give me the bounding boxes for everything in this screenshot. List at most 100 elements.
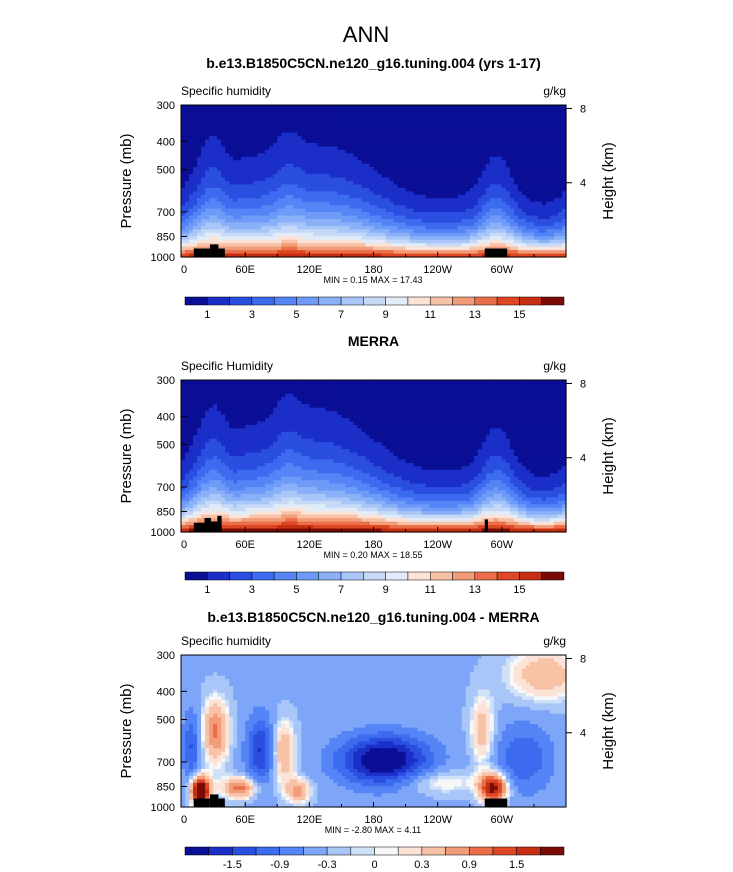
field-cell xyxy=(525,390,531,395)
field-cell xyxy=(377,181,383,186)
field-cell xyxy=(317,198,322,203)
field-cell xyxy=(553,170,559,175)
field-cell xyxy=(357,136,363,141)
field-cell xyxy=(329,390,334,395)
field-cell xyxy=(305,225,310,230)
field-cell xyxy=(369,153,375,158)
field-cell xyxy=(393,222,399,227)
field-cell xyxy=(321,246,326,251)
field-cell xyxy=(249,163,254,168)
field-cell xyxy=(201,105,206,110)
field-cell xyxy=(397,118,403,123)
field-cell xyxy=(341,132,347,137)
field-cell xyxy=(545,139,551,144)
field-cell xyxy=(321,184,326,189)
field-cell xyxy=(305,129,310,134)
field-cell xyxy=(185,393,190,398)
field-cell xyxy=(445,146,451,151)
field-cell xyxy=(445,250,451,255)
field-cell xyxy=(397,390,403,395)
field-cell xyxy=(393,236,399,241)
field-cell xyxy=(241,187,246,192)
field-cell xyxy=(269,404,274,409)
field-cell xyxy=(397,132,403,137)
field-cell xyxy=(429,156,435,161)
field-cell xyxy=(397,393,403,398)
field-cell xyxy=(313,129,318,134)
field-cell xyxy=(337,246,343,251)
field-cell xyxy=(369,108,375,113)
field-cell xyxy=(233,229,238,234)
field-cell xyxy=(289,143,294,148)
field-cell xyxy=(429,153,435,158)
field-cell xyxy=(433,122,439,127)
field-cell xyxy=(377,236,383,241)
field-cell xyxy=(357,146,363,151)
field-cell xyxy=(293,390,298,395)
field-cell xyxy=(225,149,230,154)
field-cell xyxy=(381,232,387,237)
field-cell xyxy=(433,386,439,391)
field-cell xyxy=(345,156,351,161)
field-cell xyxy=(413,383,419,388)
field-cell xyxy=(305,187,310,192)
field-cell xyxy=(369,184,375,189)
field-cell xyxy=(313,146,318,151)
field-cell xyxy=(529,139,535,144)
field-cell xyxy=(289,215,294,220)
field-cell xyxy=(289,156,294,161)
field-cell xyxy=(277,146,282,151)
field-cell xyxy=(509,139,515,144)
field-cell xyxy=(229,115,234,120)
field-cell xyxy=(421,174,427,179)
field-cell xyxy=(369,139,375,144)
field-cell xyxy=(361,160,367,165)
field-cell xyxy=(413,232,419,237)
field-cell xyxy=(269,118,274,123)
field-cell xyxy=(257,222,262,227)
field-cell xyxy=(421,198,427,203)
field-cell xyxy=(409,236,415,241)
field-cell xyxy=(249,181,254,186)
field-cell xyxy=(277,400,282,405)
field-cell xyxy=(285,386,290,391)
field-cell xyxy=(557,139,563,144)
field-cell xyxy=(497,118,503,123)
field-cell xyxy=(369,122,375,127)
field-cell xyxy=(537,181,543,186)
field-cell xyxy=(405,386,411,391)
field-cell xyxy=(489,229,495,234)
field-cell xyxy=(305,160,310,165)
field-cell xyxy=(521,184,527,189)
field-cell xyxy=(309,194,314,199)
field-cell xyxy=(405,246,411,251)
field-cell xyxy=(365,219,371,224)
colorbar-swatch xyxy=(474,296,498,306)
field-cell xyxy=(405,181,411,186)
field-cell xyxy=(209,397,214,402)
field-cell xyxy=(357,118,363,123)
field-cell xyxy=(381,156,387,161)
field-cell xyxy=(489,219,495,224)
field-cell xyxy=(213,222,218,227)
field-cell xyxy=(469,146,475,151)
field-cell xyxy=(281,205,286,210)
field-cell xyxy=(469,108,475,113)
field-cell xyxy=(505,177,511,182)
field-cell xyxy=(517,115,523,120)
field-cell xyxy=(201,239,206,244)
field-cell xyxy=(341,205,347,210)
field-cell xyxy=(465,143,471,148)
field-cell xyxy=(181,153,186,158)
field-cell xyxy=(265,236,270,241)
field-cell xyxy=(465,212,471,217)
field-cell xyxy=(553,174,559,179)
field-cell xyxy=(477,167,483,172)
field-cell xyxy=(273,129,278,134)
field-cell xyxy=(557,115,563,120)
field-cell xyxy=(529,149,535,154)
field-cell xyxy=(297,184,302,189)
field-cell xyxy=(257,229,262,234)
field-cell xyxy=(341,400,347,405)
field-cell xyxy=(465,153,471,158)
